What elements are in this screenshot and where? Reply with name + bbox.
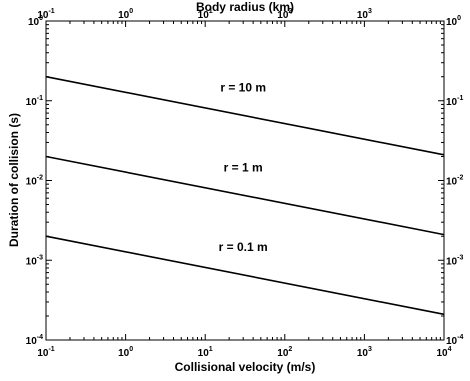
series-line xyxy=(45,75,445,156)
series-label: r = 0.1 m xyxy=(219,240,268,254)
top-x-tick-label: 100 xyxy=(118,8,133,21)
y-axis-label: Duration of collision (s) xyxy=(7,113,21,247)
x-tick-label: 100 xyxy=(118,346,133,359)
y-tick-label: 10-3 xyxy=(26,254,43,267)
series-label: r = 10 m xyxy=(220,81,266,95)
right-y-tick-label: 10-4 xyxy=(446,334,463,347)
right-y-tick-label: 100 xyxy=(446,15,461,28)
x-tick-label: 10-1 xyxy=(37,346,54,359)
y-tick-label: 10-1 xyxy=(26,95,43,108)
series-layer: r = 10 m r = 1 m r = 0.1 m xyxy=(45,75,445,316)
x-tick-label: 103 xyxy=(357,346,372,359)
y-tick-label: 10-2 xyxy=(26,175,43,188)
right-y-tick-label: 10-3 xyxy=(446,254,463,267)
top-x-tick-label: 10-1 xyxy=(37,8,54,21)
top-x-tick-label: 102 xyxy=(277,8,292,21)
plot-frame xyxy=(45,20,445,341)
top-x-tick-label: 101 xyxy=(198,8,213,21)
x-tick-label: 104 xyxy=(436,346,451,359)
x-tick-label: 102 xyxy=(277,346,292,359)
top-x-tick-label: 103 xyxy=(357,8,372,21)
y-tick-label: 10-4 xyxy=(26,334,43,347)
right-y-tick-label: 10-1 xyxy=(446,95,463,108)
x-axis-label: Collisional velocity (m/s) xyxy=(175,360,316,374)
series-label: r = 1 m xyxy=(224,160,263,174)
y-tick-label: 100 xyxy=(28,15,43,28)
right-y-tick-label: 10-2 xyxy=(446,175,463,188)
top-x-axis-label: Body radius (km) xyxy=(196,0,294,14)
series-line xyxy=(45,155,445,236)
x-tick-label: 101 xyxy=(198,346,213,359)
series-line xyxy=(45,235,445,316)
